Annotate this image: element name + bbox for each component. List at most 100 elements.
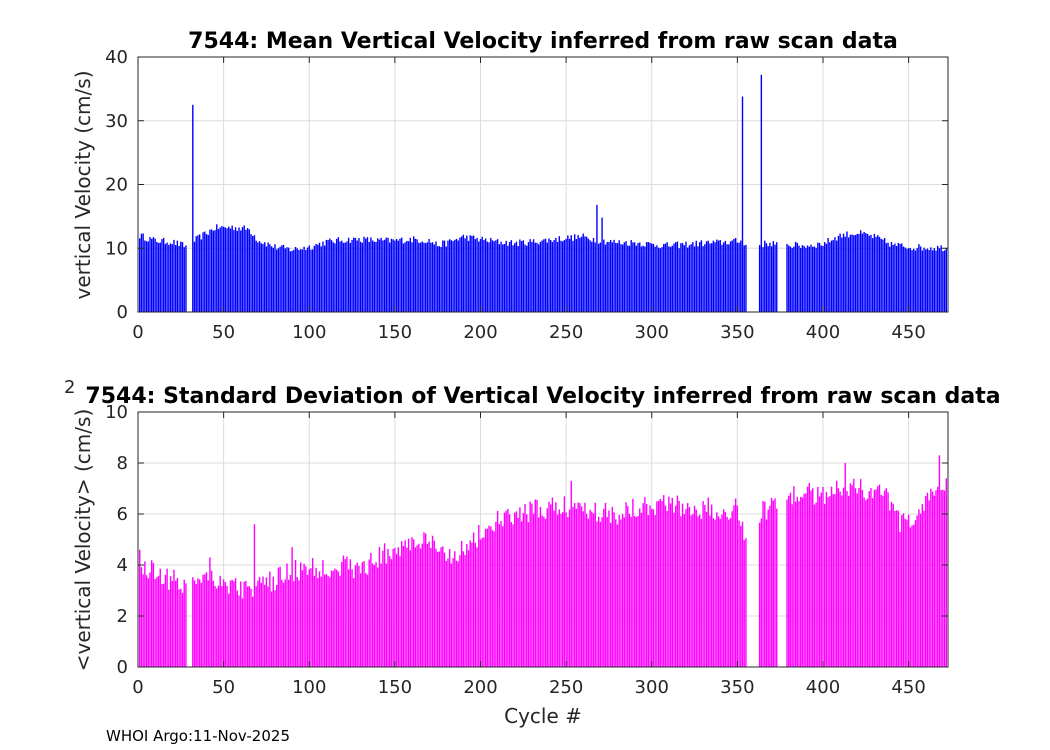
bar (474, 542, 477, 667)
bar (255, 240, 257, 312)
bar (224, 227, 227, 312)
bar (673, 512, 675, 667)
bar (878, 484, 881, 667)
bar (284, 248, 286, 312)
bar (269, 244, 271, 312)
bar (899, 531, 901, 667)
bar (144, 561, 146, 667)
bar (877, 235, 879, 312)
bar (330, 240, 333, 312)
bar (245, 229, 247, 312)
bar (508, 514, 511, 667)
bar (911, 525, 913, 667)
bar (217, 585, 220, 667)
bar (615, 242, 617, 312)
bar (159, 568, 161, 667)
bar-series (139, 455, 947, 667)
bar (630, 516, 632, 667)
bar (865, 500, 867, 667)
bar (332, 570, 334, 667)
bar (197, 235, 199, 312)
bar (344, 242, 346, 312)
bar (921, 250, 924, 312)
bar (728, 244, 730, 312)
bar (627, 245, 629, 312)
bar (433, 244, 435, 312)
bar (424, 533, 427, 667)
bar (659, 498, 661, 667)
bar (341, 240, 343, 312)
bar (589, 509, 591, 667)
bar (151, 238, 153, 312)
bar (534, 499, 536, 667)
bar (621, 244, 624, 312)
bar (378, 239, 381, 312)
bar (226, 228, 228, 312)
bar (507, 508, 509, 667)
bar (325, 239, 328, 312)
bar (214, 230, 216, 312)
bar (637, 243, 639, 312)
bar (174, 245, 177, 312)
bar (835, 240, 838, 312)
bar (625, 502, 627, 667)
chart-title: 7544: Standard Deviation of Vertical Vel… (85, 384, 1000, 409)
bar (579, 237, 581, 312)
bar (221, 226, 223, 312)
bar (524, 244, 526, 312)
bar (413, 236, 415, 312)
bar (257, 242, 259, 312)
bar (258, 576, 261, 667)
bar (491, 530, 494, 667)
bar (481, 538, 483, 667)
bar (508, 242, 511, 312)
bar (341, 561, 343, 667)
bar (142, 574, 144, 667)
bar (640, 246, 643, 312)
bar (820, 492, 822, 667)
bar (481, 236, 483, 312)
bar (805, 247, 807, 312)
bar (767, 246, 769, 312)
plot-frame (137, 411, 949, 668)
bar (685, 509, 687, 667)
x-tick-label: 250 (549, 677, 583, 698)
bar (452, 241, 454, 312)
bar (469, 540, 471, 667)
bar (401, 237, 403, 312)
bar (555, 502, 557, 667)
bar (212, 230, 215, 312)
bar (762, 247, 764, 312)
bar (764, 501, 766, 667)
bar (926, 248, 929, 312)
bar (649, 242, 651, 312)
bar (339, 575, 341, 667)
bar (925, 249, 927, 312)
bar (267, 242, 269, 312)
bar (565, 238, 567, 312)
bar (923, 247, 925, 312)
bar (169, 243, 172, 312)
bar (467, 550, 470, 667)
bar (796, 497, 798, 667)
bar (323, 574, 326, 667)
bar (676, 241, 679, 312)
bar (236, 590, 239, 667)
bar (914, 250, 917, 312)
bar (265, 246, 268, 312)
bar (810, 244, 812, 312)
bar (788, 495, 790, 667)
bar (361, 242, 364, 312)
bar (541, 515, 543, 667)
bar (919, 246, 922, 312)
bar (281, 579, 283, 667)
bar (698, 514, 701, 667)
bar (205, 572, 208, 667)
bar (365, 573, 367, 667)
bar (505, 510, 507, 667)
bar (633, 242, 636, 312)
bar (806, 486, 809, 667)
bar (178, 589, 180, 667)
bar (733, 238, 735, 312)
bar (943, 250, 946, 312)
